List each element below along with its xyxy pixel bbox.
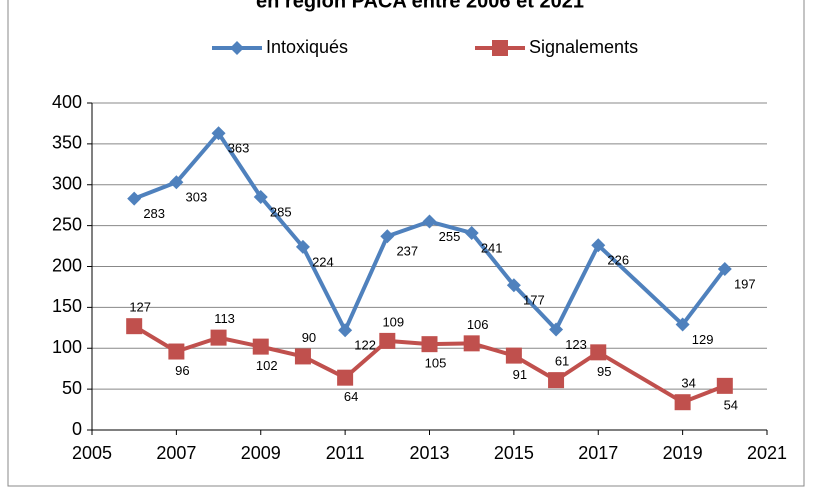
point bbox=[294, 348, 311, 365]
point bbox=[169, 175, 184, 190]
point bbox=[717, 261, 732, 276]
point bbox=[295, 239, 310, 254]
point bbox=[548, 372, 565, 389]
x-tick-label: 2007 bbox=[156, 443, 196, 463]
data-label: 127 bbox=[129, 300, 151, 315]
data-label: 34 bbox=[681, 376, 695, 391]
legend-marker bbox=[492, 40, 508, 56]
y-tick-label: 350 bbox=[52, 133, 82, 153]
y-tick-label: 150 bbox=[52, 296, 82, 316]
point bbox=[590, 344, 607, 361]
point bbox=[421, 336, 438, 353]
data-label: 91 bbox=[513, 367, 527, 382]
data-label: 129 bbox=[692, 332, 714, 347]
legend-label: Signalements bbox=[529, 37, 638, 57]
point bbox=[168, 343, 185, 360]
point bbox=[591, 238, 606, 253]
data-label: 96 bbox=[175, 363, 189, 378]
y-tick-label: 100 bbox=[52, 337, 82, 357]
data-label: 54 bbox=[724, 397, 738, 412]
data-label: 123 bbox=[565, 337, 587, 352]
data-label: 105 bbox=[425, 356, 447, 371]
y-tick-label: 0 bbox=[72, 419, 82, 439]
point bbox=[210, 329, 227, 346]
data-label: 285 bbox=[270, 204, 292, 219]
point bbox=[422, 214, 437, 229]
legend-label: Intoxiqués bbox=[266, 37, 348, 57]
x-tick-label: 2005 bbox=[72, 443, 112, 463]
data-label: 237 bbox=[396, 244, 418, 259]
point bbox=[211, 126, 226, 141]
x-tick-label: 2017 bbox=[578, 443, 618, 463]
point bbox=[338, 323, 353, 338]
point bbox=[506, 278, 521, 293]
x-tick-label: 2013 bbox=[409, 443, 449, 463]
chart-title: en région PACA entre 2006 et 2021 bbox=[256, 0, 584, 12]
point bbox=[674, 394, 691, 411]
point bbox=[464, 225, 479, 240]
point bbox=[337, 369, 354, 386]
point bbox=[505, 347, 522, 364]
point bbox=[126, 318, 143, 335]
point bbox=[252, 338, 269, 355]
data-label: 363 bbox=[228, 141, 250, 156]
data-label: 106 bbox=[467, 317, 489, 332]
data-label: 109 bbox=[382, 314, 404, 329]
x-tick-label: 2011 bbox=[326, 443, 365, 463]
data-label: 64 bbox=[344, 389, 358, 404]
data-label: 177 bbox=[523, 293, 545, 308]
point bbox=[463, 335, 480, 352]
data-label: 61 bbox=[555, 354, 569, 369]
y-tick-label: 250 bbox=[52, 214, 82, 234]
series-line bbox=[133, 131, 727, 333]
x-tick-label: 2015 bbox=[494, 443, 534, 463]
x-tick-label: 2019 bbox=[663, 443, 703, 463]
y-tick-label: 300 bbox=[52, 174, 82, 194]
data-label: 255 bbox=[439, 229, 461, 244]
y-tick-label: 400 bbox=[52, 92, 82, 112]
data-label: 303 bbox=[186, 190, 208, 205]
data-label: 241 bbox=[481, 240, 503, 255]
data-label: 122 bbox=[354, 338, 376, 353]
data-label: 283 bbox=[143, 206, 165, 221]
data-label: 224 bbox=[312, 254, 334, 269]
point bbox=[716, 377, 733, 394]
y-tick-label: 50 bbox=[62, 378, 82, 398]
data-label: 113 bbox=[214, 311, 235, 326]
legend-marker bbox=[230, 41, 244, 55]
point bbox=[379, 332, 396, 349]
x-tick-label: 2021 bbox=[747, 443, 787, 463]
point bbox=[380, 229, 395, 244]
point bbox=[127, 191, 142, 206]
data-label: 95 bbox=[597, 364, 611, 379]
point bbox=[253, 190, 268, 205]
data-label: 102 bbox=[256, 358, 278, 373]
data-label: 197 bbox=[734, 276, 756, 291]
point bbox=[675, 317, 690, 332]
point bbox=[549, 322, 564, 337]
data-label: 226 bbox=[607, 253, 629, 268]
chart-border bbox=[7, 0, 805, 487]
x-tick-label: 2009 bbox=[241, 443, 281, 463]
y-tick-label: 200 bbox=[52, 255, 82, 275]
data-label: 90 bbox=[302, 330, 316, 345]
